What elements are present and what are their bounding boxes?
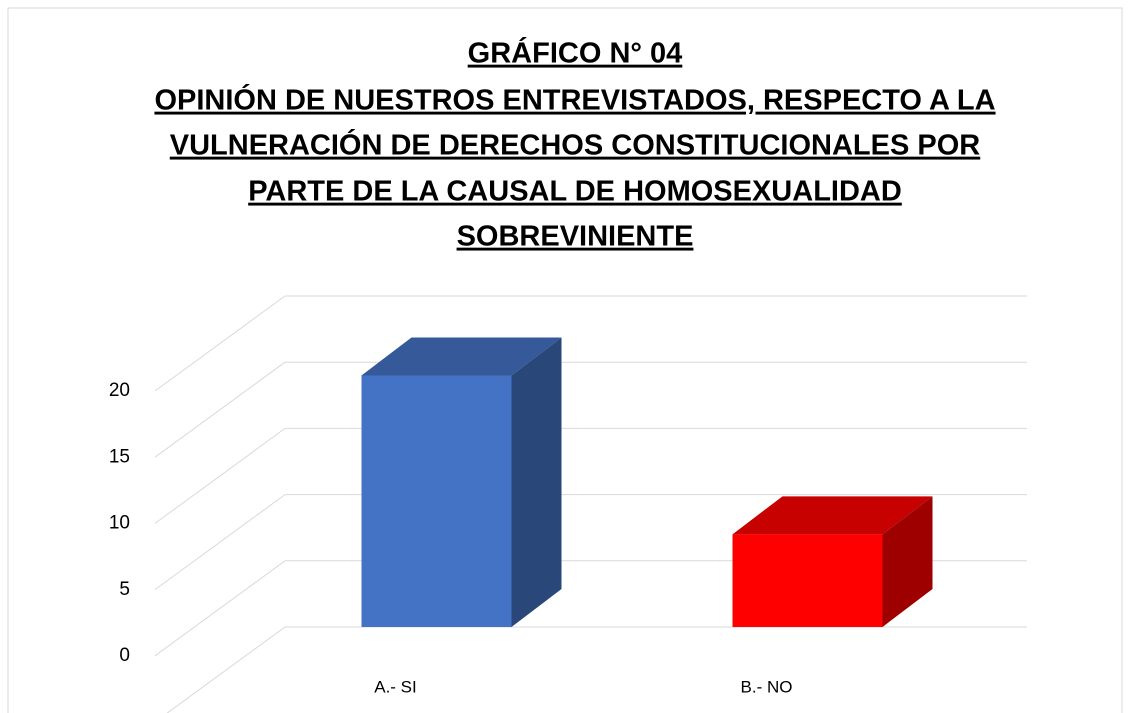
chart-subtitle: SOBREVINIENTE xyxy=(457,221,694,253)
chart-subtitle: VULNERACIÓN DE DERECHOS CONSTITUCIONALES… xyxy=(170,128,980,162)
y-tick-label: 5 xyxy=(119,579,130,600)
grid-line xyxy=(154,560,286,657)
x-tick-label: B.- NO xyxy=(741,677,793,696)
bar-side xyxy=(511,337,562,627)
bar xyxy=(361,375,512,627)
y-tick-label: 15 xyxy=(109,446,130,467)
bar xyxy=(732,534,883,627)
grid-line xyxy=(166,626,286,713)
wall-edge xyxy=(154,295,286,392)
bar-top xyxy=(732,496,933,535)
y-tick-label: 0 xyxy=(119,645,130,666)
chart-border xyxy=(7,7,1123,713)
x-tick-label: A.- SI xyxy=(374,677,417,696)
chart-subtitle: PARTE DE LA CAUSAL DE HOMOSEXUALIDAD xyxy=(248,176,902,208)
y-tick-label: 20 xyxy=(109,380,130,401)
grid-line xyxy=(154,361,286,458)
chart-subtitle: OPINIÓN DE NUESTROS ENTREVISTADOS, RESPE… xyxy=(154,83,995,117)
grid-line xyxy=(154,427,286,524)
grid-line xyxy=(154,494,286,591)
chart-title: GRÁFICO N° 04 xyxy=(468,36,683,70)
bar-side xyxy=(882,496,933,627)
y-tick-label: 10 xyxy=(109,513,130,534)
bar-top xyxy=(361,337,562,376)
